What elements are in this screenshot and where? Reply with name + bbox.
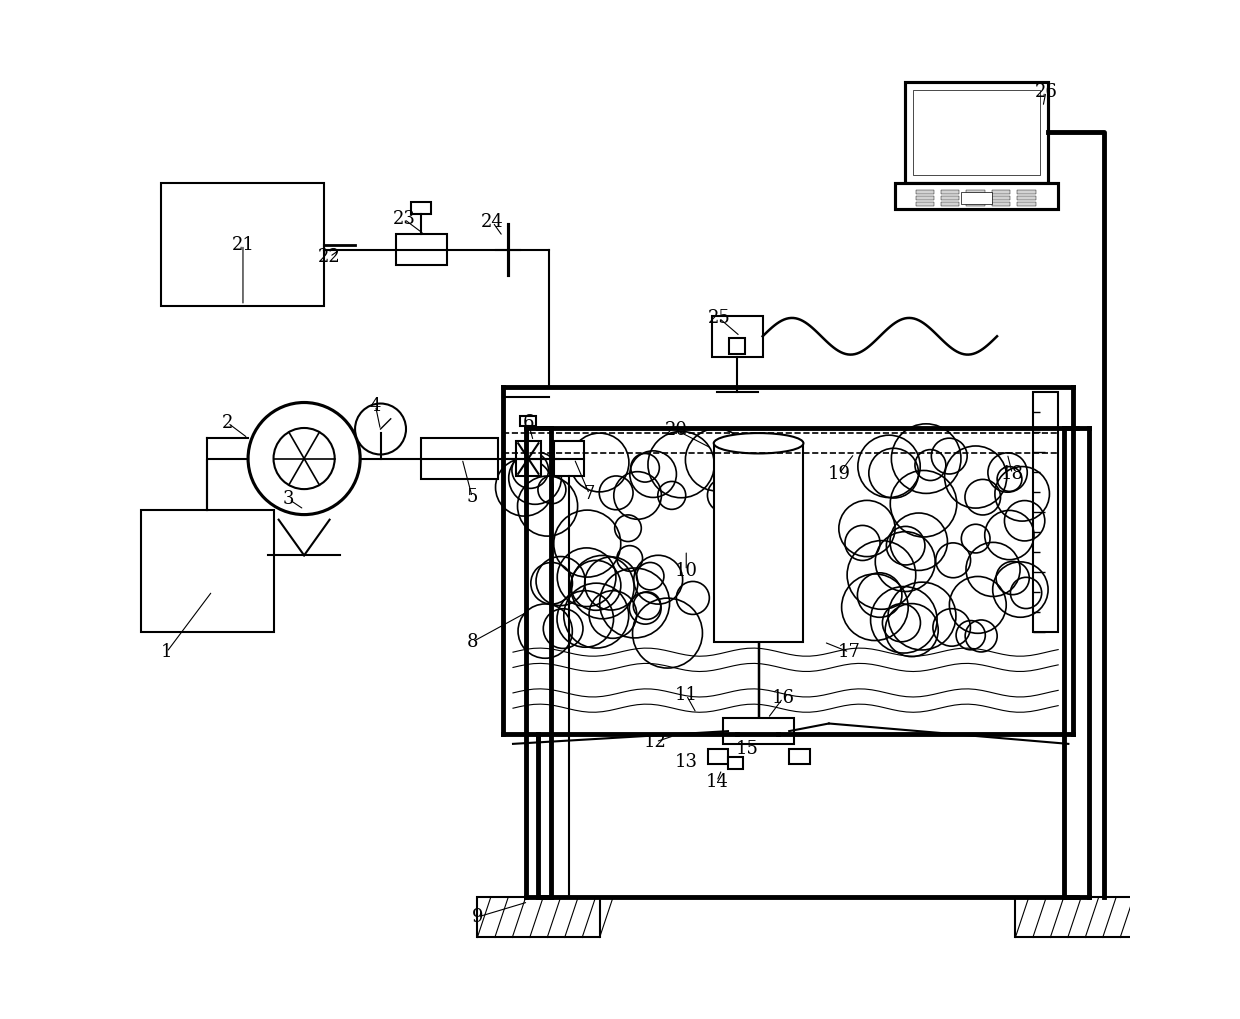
Text: 11: 11 [675,686,698,704]
Bar [1033,392,1058,632]
Bar [412,202,432,214]
Text: 22: 22 [319,248,341,266]
Bar [941,190,960,194]
Text: 9: 9 [471,908,484,926]
Text: 5: 5 [466,488,477,506]
Bar [141,510,274,632]
Bar [966,190,985,194]
Bar [477,897,600,937]
Bar [1017,196,1035,200]
Text: 12: 12 [645,733,667,751]
Bar [905,82,1048,183]
Ellipse shape [714,433,804,453]
Text: 2: 2 [222,414,233,432]
Text: 8: 8 [466,633,477,651]
Bar [1016,897,1137,937]
Text: 17: 17 [838,643,861,661]
Text: 20: 20 [665,421,687,439]
Bar [712,316,763,357]
Bar [728,757,743,769]
Bar [992,196,1011,200]
Bar [422,438,497,479]
Text: 3: 3 [283,490,295,508]
Bar [520,416,537,426]
Bar [941,202,960,206]
Bar [895,183,1058,209]
Bar [966,202,985,206]
Bar [554,441,584,476]
Text: 1: 1 [161,643,172,661]
Text: 10: 10 [675,561,698,580]
Text: 19: 19 [827,465,851,483]
Text: 6: 6 [522,414,534,432]
Text: 18: 18 [1001,465,1024,483]
Bar [992,190,1011,194]
Bar [708,749,728,764]
Bar [941,196,960,200]
Bar [915,202,934,206]
Bar [1017,190,1035,194]
Text: 15: 15 [735,740,759,758]
Text: 13: 13 [675,753,698,771]
Bar [714,443,804,642]
Bar [915,196,934,200]
Text: 21: 21 [232,235,254,254]
Bar [966,196,985,200]
Text: 14: 14 [706,772,728,791]
Text: 16: 16 [771,689,795,707]
Circle shape [355,404,405,454]
Bar [516,441,541,476]
Bar [789,749,810,764]
Bar [723,718,795,744]
Text: 26: 26 [1034,83,1058,101]
Bar [992,202,1011,206]
Text: 7: 7 [584,485,595,503]
Bar [915,190,934,194]
Bar [161,183,325,306]
Text: 25: 25 [708,309,730,327]
Text: 23: 23 [393,210,415,228]
Bar [914,90,1040,175]
Bar [396,234,446,265]
Text: 24: 24 [481,213,503,231]
Bar [729,338,745,354]
Text: 4: 4 [370,396,381,415]
Bar [1017,202,1035,206]
Bar [961,192,992,204]
